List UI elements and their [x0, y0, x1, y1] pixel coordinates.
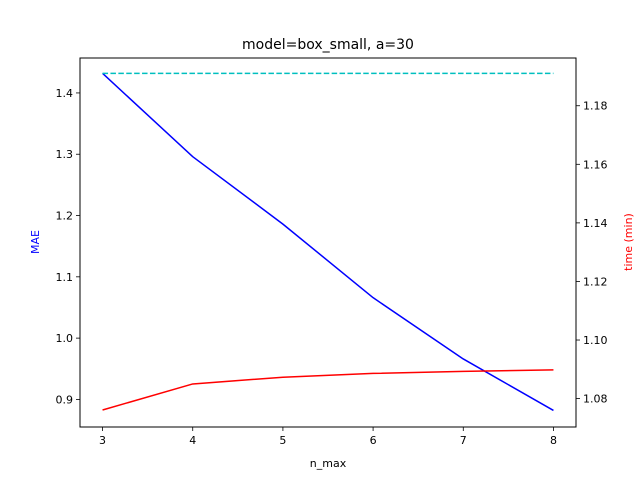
y-left-tick-label-4: 1.3 [56, 148, 74, 161]
x-tick-label-0: 3 [99, 434, 106, 447]
x-axis-label: n_max [310, 457, 347, 470]
x-tick-label-1: 4 [189, 434, 196, 447]
series-line-0 [102, 72, 554, 412]
x-tick-label-5: 8 [550, 434, 557, 447]
y-right-tick-label-3: 1.14 [583, 217, 608, 230]
y-left-tick-label-1: 1.0 [56, 332, 74, 345]
y-right-tick-label-5: 1.18 [583, 100, 608, 113]
ticks-layer: 3 4 5 6 7 8 0.9 1.0 1.1 1.2 1.3 1.4 1.08 1.10 1.12 1.14… [56, 87, 608, 447]
plot-frame [79, 57, 577, 428]
series-layer [102, 72, 554, 412]
x-tick-label-2: 5 [279, 434, 286, 447]
y-right-tick-label-0: 1.08 [583, 393, 608, 406]
x-tick-label-3: 6 [370, 434, 377, 447]
y-axis-label-left: MAE [29, 230, 42, 254]
y-left-tick-label-2: 1.1 [56, 271, 74, 284]
y-right-tick-label-1: 1.10 [583, 334, 608, 347]
x-tick-label-4: 7 [460, 434, 467, 447]
y-left-tick-label-5: 1.4 [56, 87, 74, 100]
y-axis-label-right: time (min) [622, 213, 635, 271]
y-right-tick-label-2: 1.12 [583, 275, 608, 288]
y-right-tick-label-4: 1.16 [583, 158, 608, 171]
y-left-tick-label-0: 0.9 [56, 393, 74, 406]
series-line-2 [102, 369, 554, 411]
y-left-tick-label-3: 1.2 [56, 210, 74, 223]
chart-title: model=box_small, a=30 [242, 37, 414, 53]
